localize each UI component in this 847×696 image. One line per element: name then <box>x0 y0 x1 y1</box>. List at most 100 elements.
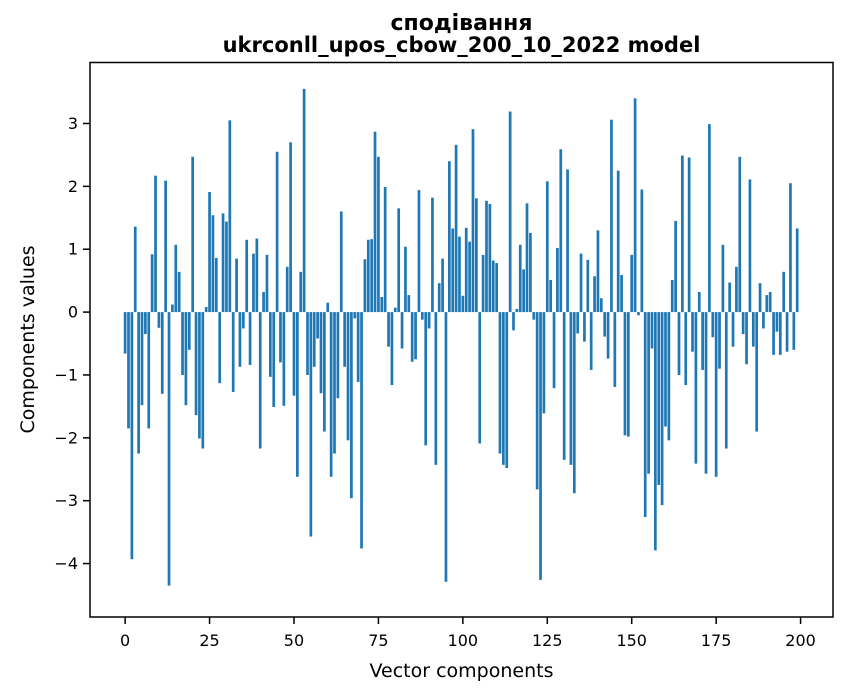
bar <box>353 312 357 319</box>
bar <box>194 312 198 416</box>
y-tick-label: 0 <box>68 303 78 322</box>
bar <box>765 295 769 313</box>
y-tick-label: −1 <box>54 365 78 384</box>
bar <box>616 170 620 313</box>
bar <box>326 302 330 313</box>
bar <box>228 120 232 313</box>
bar <box>309 312 313 537</box>
bar <box>312 312 316 367</box>
bar <box>495 263 498 313</box>
bar <box>512 312 515 331</box>
x-tick-label: 175 <box>701 631 732 650</box>
bar <box>741 312 745 335</box>
bar <box>572 312 576 494</box>
bar <box>252 253 255 313</box>
bar <box>762 312 765 329</box>
bar <box>620 275 623 313</box>
ticks-layer: 0 25 50 75 100 125 150 175 200 3 2 1 0 −1 −2 −3 −4 <box>54 114 815 650</box>
y-tick-label: 2 <box>68 177 78 196</box>
bar <box>427 312 431 329</box>
x-tick-label: 50 <box>284 631 304 650</box>
bar <box>697 291 701 313</box>
bar <box>275 151 279 313</box>
bar <box>468 241 471 313</box>
y-tick-label: −3 <box>54 491 78 510</box>
bar <box>316 312 319 339</box>
bar <box>221 213 225 313</box>
bar <box>123 312 127 354</box>
bar <box>694 312 698 464</box>
bar <box>738 156 742 313</box>
bar <box>397 208 401 313</box>
bar <box>458 236 461 313</box>
bar <box>610 119 613 313</box>
bar <box>383 186 387 313</box>
bar <box>623 312 627 436</box>
bar <box>758 283 762 313</box>
bar <box>549 280 553 313</box>
bar <box>147 312 151 429</box>
bar <box>279 312 282 363</box>
bar <box>674 220 677 313</box>
bar <box>664 312 667 427</box>
bar <box>633 98 637 313</box>
bar <box>171 304 174 313</box>
bar <box>356 312 360 382</box>
bar <box>390 312 394 386</box>
axes-box <box>89 61 834 618</box>
bar <box>626 312 630 437</box>
bar <box>150 254 154 313</box>
bar <box>687 157 691 313</box>
bar <box>795 228 799 313</box>
bar <box>731 312 735 347</box>
bar <box>606 312 610 359</box>
bar <box>647 312 650 474</box>
bar <box>329 312 333 477</box>
bar <box>508 111 512 313</box>
bar <box>579 253 583 313</box>
bar <box>539 312 542 580</box>
bar <box>437 283 441 313</box>
y-tick-label: −4 <box>54 554 78 573</box>
bar <box>748 179 752 313</box>
bar <box>778 312 782 355</box>
bar <box>782 271 786 313</box>
x-tick-label: 100 <box>448 631 479 650</box>
bar <box>157 312 161 328</box>
bar <box>681 155 684 313</box>
bar <box>377 156 380 313</box>
bar <box>299 271 303 313</box>
bar <box>350 312 353 499</box>
bar <box>140 312 144 406</box>
bar <box>714 312 718 477</box>
bar <box>485 200 488 313</box>
bar <box>691 312 694 352</box>
bar <box>218 312 222 384</box>
bar <box>566 169 569 313</box>
bar <box>187 312 191 350</box>
y-tick-label: 1 <box>68 240 78 259</box>
bar <box>518 244 522 313</box>
bar <box>637 312 640 316</box>
bar <box>444 312 448 582</box>
bar <box>366 239 370 313</box>
bar <box>410 312 414 362</box>
bar <box>684 312 688 386</box>
bar <box>650 312 654 349</box>
bar <box>751 312 755 347</box>
bar <box>400 312 404 349</box>
bar <box>586 259 590 313</box>
bar <box>569 312 573 465</box>
bar <box>708 124 711 313</box>
bar <box>704 312 708 474</box>
bar <box>238 312 242 367</box>
bar <box>184 312 188 406</box>
bar <box>535 312 539 490</box>
bar <box>735 266 738 313</box>
bar <box>556 247 559 313</box>
bar <box>471 129 475 313</box>
bar <box>370 239 374 313</box>
bar <box>792 312 796 350</box>
